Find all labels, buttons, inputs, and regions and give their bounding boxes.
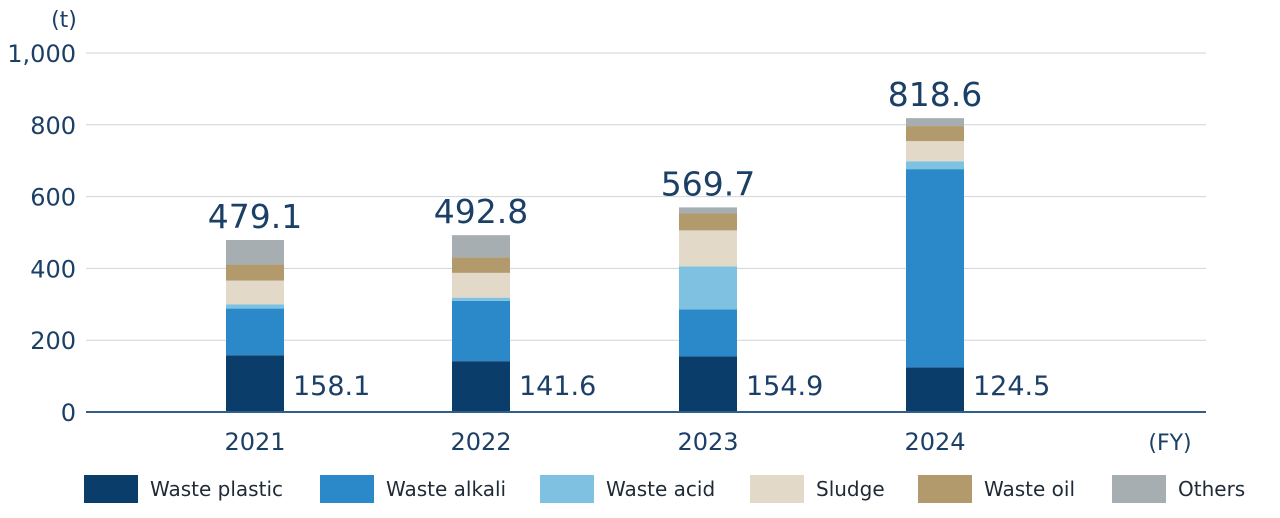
bar-segment-others — [226, 240, 284, 265]
x-axis-unit: (FY) — [1148, 431, 1191, 456]
bar-segment-waste-acid — [452, 297, 510, 301]
bar-segment-waste-plastic — [226, 355, 284, 412]
total-label: 818.6 — [888, 75, 982, 114]
y-tick-label: 0 — [61, 399, 76, 427]
x-tick-label: 2022 — [450, 428, 511, 456]
x-tick-label: 2023 — [677, 428, 738, 456]
bar-segment-waste-acid — [679, 266, 737, 310]
bar-segment-waste-plastic — [452, 361, 510, 412]
bar-segment-waste-alkali — [906, 169, 964, 368]
waste-plastic-value-label: 141.6 — [519, 371, 596, 402]
total-label: 492.8 — [434, 192, 528, 231]
total-label: 569.7 — [661, 164, 755, 203]
bar-segment-others — [452, 235, 510, 258]
legend-swatch — [750, 475, 804, 503]
legend-item: Sludge — [750, 474, 885, 504]
waste-plastic-value-label: 158.1 — [293, 371, 370, 402]
bar-segment-waste-alkali — [226, 308, 284, 356]
legend-label: Others — [1178, 477, 1246, 501]
legend-label: Waste alkali — [386, 477, 507, 501]
x-tick-label: 2021 — [224, 428, 285, 456]
legend-item: Waste oil — [918, 474, 1075, 504]
legend-swatch — [918, 475, 972, 503]
bar-segment-others — [679, 207, 737, 214]
bar-segment-waste-oil — [906, 126, 964, 142]
legend-label: Waste oil — [984, 477, 1076, 501]
stacked-bar-chart: 0 200 400 600 800 1,000 (t) 479.1 158.1 2021 492.8… — [7, 8, 1206, 456]
waste-plastic-value-label: 124.5 — [973, 371, 1050, 402]
y-tick-label: 1,000 — [7, 40, 76, 68]
bar-segment-sludge — [679, 230, 737, 267]
bar-segment-waste-alkali — [452, 300, 510, 362]
y-tick-label: 400 — [30, 255, 76, 283]
legend-item: Others — [1112, 474, 1245, 504]
bar-segment-waste-plastic — [679, 356, 737, 412]
legend-swatch — [1112, 475, 1166, 503]
total-label: 479.1 — [208, 197, 302, 236]
legend-swatch — [84, 475, 138, 503]
legend-swatch — [540, 475, 594, 503]
bar-segment-waste-oil — [452, 257, 510, 273]
legend-item: Waste acid — [540, 474, 715, 504]
bar-segment-waste-oil — [679, 213, 737, 231]
y-axis-unit: (t) — [51, 8, 77, 33]
legend-swatch — [320, 475, 374, 503]
bar-segment-waste-alkali — [679, 309, 737, 357]
bar-segment-sludge — [226, 280, 284, 305]
x-tick-label: 2024 — [904, 428, 965, 456]
legend-label: Sludge — [816, 477, 885, 501]
legend: Waste plastic Waste alkali Waste acid Sludg… — [84, 474, 1264, 504]
bar-segment-waste-plastic — [906, 367, 964, 412]
bar-segment-sludge — [906, 141, 964, 162]
bar-segment-others — [906, 118, 964, 127]
bar-segment-waste-acid — [226, 304, 284, 309]
y-tick-label: 600 — [30, 184, 76, 212]
y-tick-label: 200 — [30, 327, 76, 355]
legend-label: Waste acid — [606, 477, 716, 501]
legend-item: Waste plastic — [84, 474, 283, 504]
bar-segment-waste-oil — [226, 264, 284, 281]
legend-item: Waste alkali — [320, 474, 506, 504]
bar-segment-waste-acid — [906, 161, 964, 170]
y-tick-label: 800 — [30, 112, 76, 140]
legend-label: Waste plastic — [150, 477, 283, 501]
waste-plastic-value-label: 154.9 — [746, 371, 823, 402]
bar-segment-sludge — [452, 272, 510, 298]
